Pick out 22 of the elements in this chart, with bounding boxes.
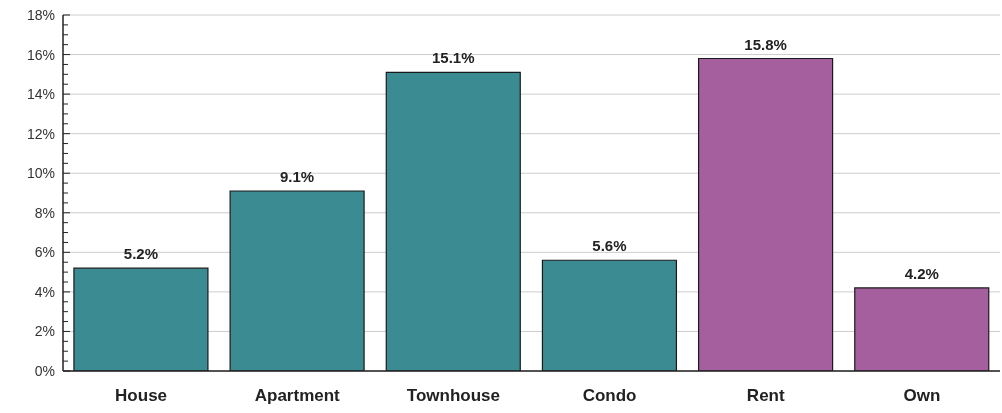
data-label: 15.1%: [431, 49, 475, 67]
y-tick-label: 12%: [26, 125, 55, 142]
y-tick-label: 18%: [26, 7, 55, 23]
y-tick-label: 10%: [26, 165, 55, 182]
data-label: 4.2%: [904, 264, 939, 282]
x-tick-label: Rent: [746, 386, 785, 406]
y-tick-label: 0%: [34, 363, 55, 379]
data-label: 5.2%: [123, 245, 159, 263]
x-tick-label: Townhouse: [406, 386, 501, 406]
x-tick-label: Own: [903, 386, 941, 406]
x-tick-label: Condo: [582, 386, 637, 406]
y-tick-label: 4%: [34, 283, 55, 300]
y-tick-label: 2%: [34, 323, 55, 340]
y-tick-label: 6%: [34, 244, 55, 261]
data-label: 9.1%: [280, 168, 315, 186]
data-label: 5.6%: [592, 237, 627, 255]
x-tick-label: Apartment: [254, 386, 341, 406]
data-label: 15.8%: [744, 35, 787, 53]
x-tick-label: House: [115, 386, 168, 406]
y-tick-label: 16%: [26, 46, 55, 63]
y-tick-label: 8%: [34, 204, 55, 221]
y-tick-label: 14%: [26, 86, 55, 103]
